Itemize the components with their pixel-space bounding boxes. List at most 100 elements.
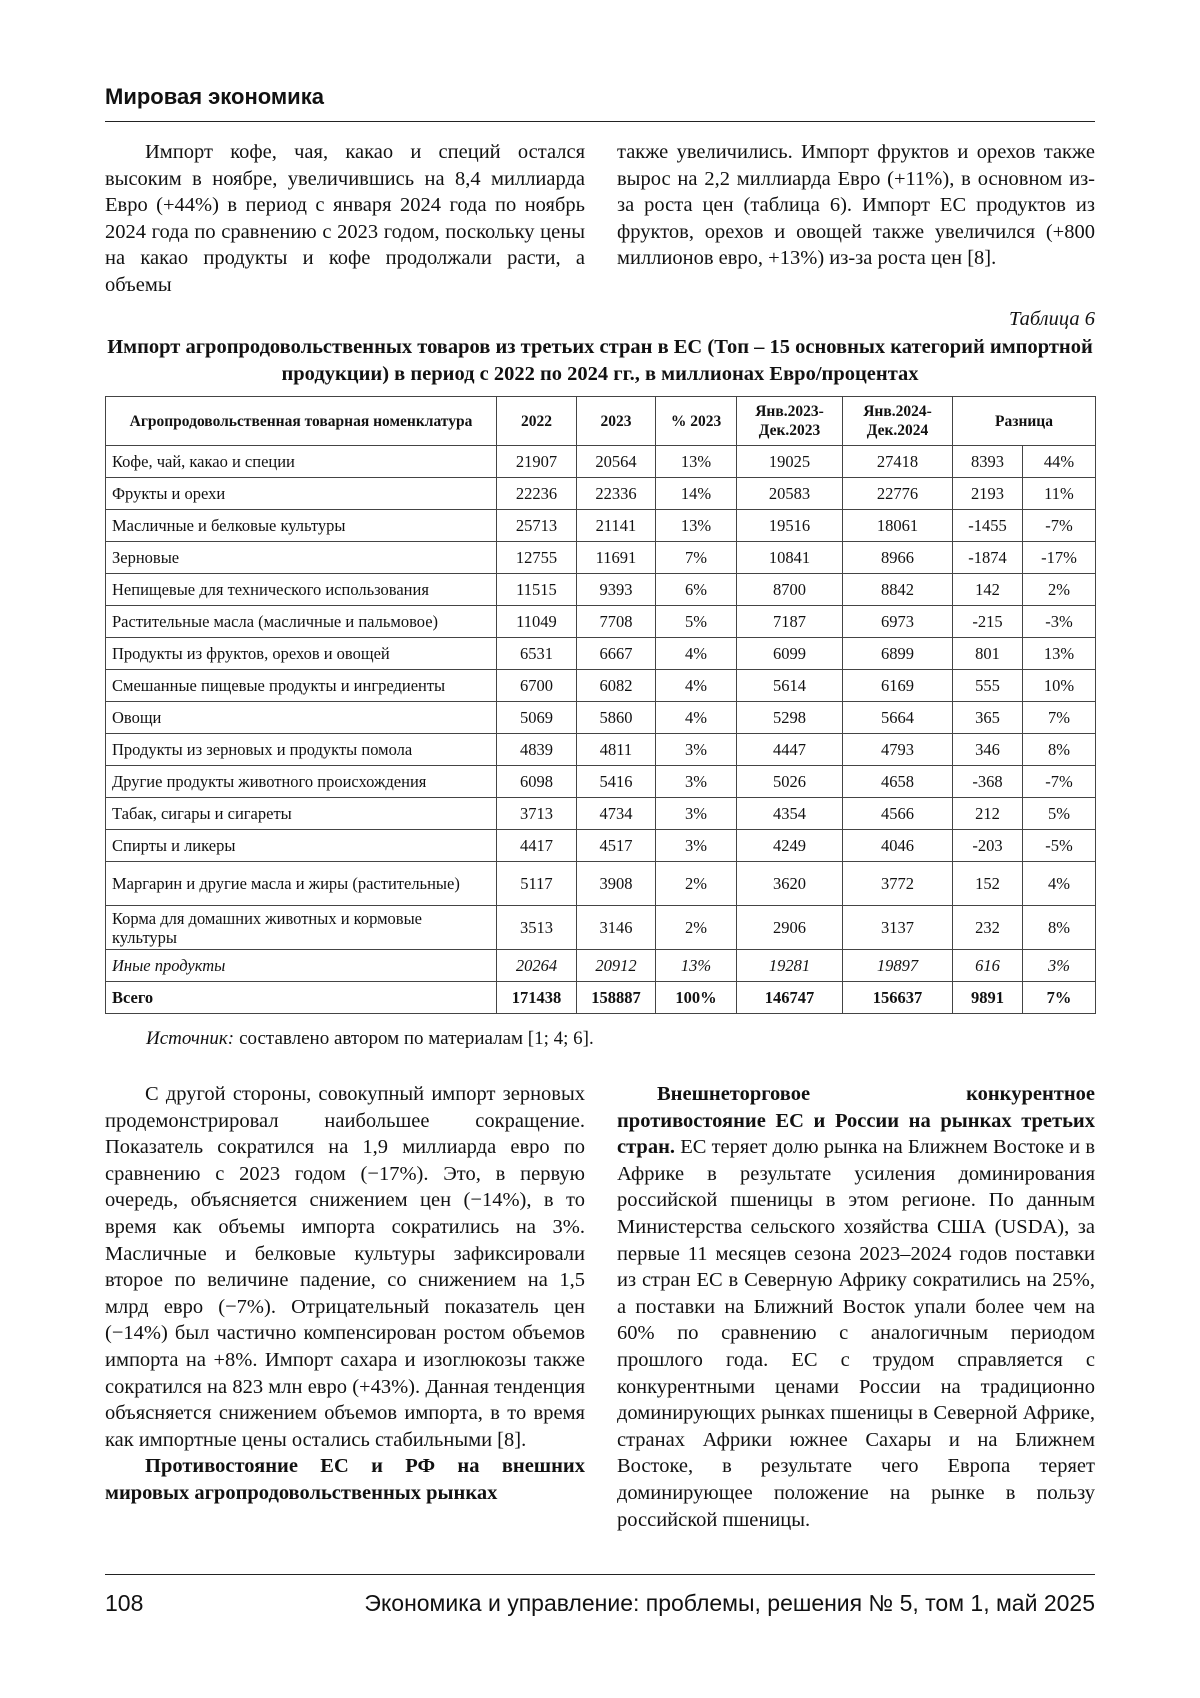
data-table: Агропродовольственная товарная номенклат… bbox=[105, 396, 1096, 1014]
cell: 6098 bbox=[497, 766, 577, 798]
cell: 8% bbox=[1023, 734, 1096, 766]
row-label: Спирты и ликеры bbox=[106, 830, 497, 862]
cell: 20264 bbox=[497, 950, 577, 982]
table-row: Маргарин и другие масла и жиры (растител… bbox=[106, 862, 1096, 906]
row-label: Смешанные пищевые продукты и ингредиенты bbox=[106, 670, 497, 702]
row-label: Продукты из фруктов, орехов и овощей bbox=[106, 638, 497, 670]
cell: 3% bbox=[656, 766, 737, 798]
table-row: Другие продукты животного происхождения6… bbox=[106, 766, 1096, 798]
cell: 5117 bbox=[497, 862, 577, 906]
cell: 6531 bbox=[497, 638, 577, 670]
table-row: Корма для домашних животных и кормовые к… bbox=[106, 906, 1096, 950]
row-label: Кофе, чай, какао и специи bbox=[106, 446, 497, 478]
cell: 12755 bbox=[497, 542, 577, 574]
body-paragraph: ЕС теряет долю рынка на Ближнем Востоке … bbox=[617, 1136, 1095, 1530]
cell: 3713 bbox=[497, 798, 577, 830]
cell: 19897 bbox=[843, 950, 953, 982]
cell: 4447 bbox=[737, 734, 843, 766]
cell: 11691 bbox=[577, 542, 656, 574]
row-label: Продукты из зерновых и продукты помола bbox=[106, 734, 497, 766]
cell: 158887 bbox=[577, 982, 656, 1014]
cell: 4811 bbox=[577, 734, 656, 766]
cell: 44% bbox=[1023, 446, 1096, 478]
cell: 8% bbox=[1023, 906, 1096, 950]
cell: 3513 bbox=[497, 906, 577, 950]
cell: 7708 bbox=[577, 606, 656, 638]
cell: 4% bbox=[656, 638, 737, 670]
cell: 2193 bbox=[953, 478, 1023, 510]
cell: 9891 bbox=[953, 982, 1023, 1014]
row-label: Растительные масла (масличные и пальмово… bbox=[106, 606, 497, 638]
column-header: Янв.2024-Дек.2024 bbox=[843, 397, 953, 446]
cell: 13% bbox=[1023, 638, 1096, 670]
cell: 5% bbox=[1023, 798, 1096, 830]
cell: 365 bbox=[953, 702, 1023, 734]
cell: -3% bbox=[1023, 606, 1096, 638]
cell: -7% bbox=[1023, 510, 1096, 542]
cell: -1874 bbox=[953, 542, 1023, 574]
row-label: Маргарин и другие масла и жиры (растител… bbox=[106, 862, 497, 906]
source-label: Источник: bbox=[146, 1028, 234, 1049]
column-header: Агропродовольственная товарная номенклат… bbox=[106, 397, 497, 446]
cell: 14% bbox=[656, 478, 737, 510]
cell: 7% bbox=[656, 542, 737, 574]
cell: -368 bbox=[953, 766, 1023, 798]
cell: 2% bbox=[1023, 574, 1096, 606]
cell: 6% bbox=[656, 574, 737, 606]
cell: -5% bbox=[1023, 830, 1096, 862]
cell: -7% bbox=[1023, 766, 1096, 798]
cell: 6973 bbox=[843, 606, 953, 638]
cell: 11515 bbox=[497, 574, 577, 606]
row-label: Фрукты и орехи bbox=[106, 478, 497, 510]
cell: 20564 bbox=[577, 446, 656, 478]
cell: 4354 bbox=[737, 798, 843, 830]
table-row: Спирты и ликеры441745173%42494046-203-5% bbox=[106, 830, 1096, 862]
body-right: Внешнеторговое конкурентное противостоян… bbox=[617, 1081, 1095, 1533]
cell: -215 bbox=[953, 606, 1023, 638]
page-number: 108 bbox=[105, 1590, 143, 1617]
cell: 27418 bbox=[843, 446, 953, 478]
row-label: Иные продукты bbox=[106, 950, 497, 982]
table-row: Зерновые12755116917%108418966-1874-17% bbox=[106, 542, 1096, 574]
body-left: С другой стороны, совокупный импорт зерн… bbox=[105, 1081, 585, 1507]
cell: 22776 bbox=[843, 478, 953, 510]
cell: 555 bbox=[953, 670, 1023, 702]
table-source: Источник:составлено автором по материала… bbox=[146, 1028, 594, 1050]
cell: 9393 bbox=[577, 574, 656, 606]
cell: 3% bbox=[656, 798, 737, 830]
table-row: Смешанные пищевые продукты и ингредиенты… bbox=[106, 670, 1096, 702]
table-row: Кофе, чай, какао и специи219072056413%19… bbox=[106, 446, 1096, 478]
intro-right: также увеличились. Импорт фруктов и орех… bbox=[617, 139, 1095, 272]
cell: 4% bbox=[656, 702, 737, 734]
cell: 4839 bbox=[497, 734, 577, 766]
cell: 100% bbox=[656, 982, 737, 1014]
cell: 13% bbox=[656, 950, 737, 982]
cell: 10841 bbox=[737, 542, 843, 574]
cell: 3137 bbox=[843, 906, 953, 950]
cell: 3% bbox=[656, 734, 737, 766]
row-label: Масличные и белковые культуры bbox=[106, 510, 497, 542]
cell: 3146 bbox=[577, 906, 656, 950]
cell: 4734 bbox=[577, 798, 656, 830]
cell: -1455 bbox=[953, 510, 1023, 542]
cell: 3% bbox=[1023, 950, 1096, 982]
cell: 4793 bbox=[843, 734, 953, 766]
table-title: Импорт агропродовольственных товаров из … bbox=[105, 334, 1095, 388]
cell: 13% bbox=[656, 446, 737, 478]
running-title: Мировая экономика bbox=[105, 84, 324, 110]
cell: 6899 bbox=[843, 638, 953, 670]
table-row: Растительные масла (масличные и пальмово… bbox=[106, 606, 1096, 638]
column-header: Разница bbox=[953, 397, 1096, 446]
row-label: Корма для домашних животных и кормовые к… bbox=[106, 906, 497, 950]
cell: 6169 bbox=[843, 670, 953, 702]
cell: 5614 bbox=[737, 670, 843, 702]
table-row: Иные продукты202642091213%19281198976163… bbox=[106, 950, 1096, 982]
cell: 11% bbox=[1023, 478, 1096, 510]
column-header: 2022 bbox=[497, 397, 577, 446]
cell: 7187 bbox=[737, 606, 843, 638]
cell: 6082 bbox=[577, 670, 656, 702]
cell: 19025 bbox=[737, 446, 843, 478]
cell: 6700 bbox=[497, 670, 577, 702]
table-header-row: Агропродовольственная товарная номенклат… bbox=[106, 397, 1096, 446]
body-paragraph: С другой стороны, совокупный импорт зерн… bbox=[105, 1081, 585, 1453]
